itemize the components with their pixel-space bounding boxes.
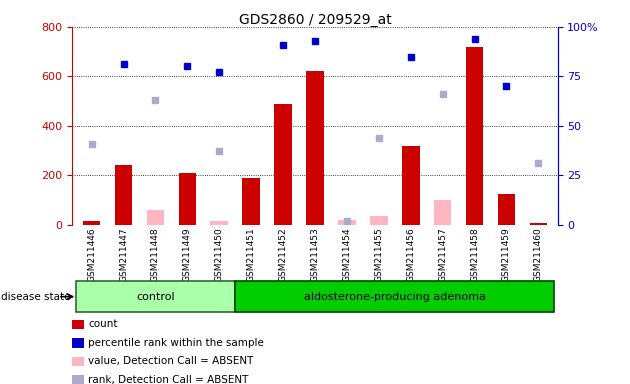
Text: GSM211449: GSM211449 xyxy=(183,227,192,282)
Text: GSM211452: GSM211452 xyxy=(278,227,287,282)
Bar xyxy=(498,194,515,225)
Text: GDS2860 / 209529_at: GDS2860 / 209529_at xyxy=(239,13,391,27)
Text: GSM211460: GSM211460 xyxy=(534,227,543,282)
Text: GSM211458: GSM211458 xyxy=(470,227,479,282)
Text: GSM211451: GSM211451 xyxy=(247,227,256,282)
Text: GSM211459: GSM211459 xyxy=(502,227,511,282)
Bar xyxy=(83,221,100,225)
Bar xyxy=(83,221,100,225)
Bar xyxy=(235,281,554,312)
Bar xyxy=(530,223,547,225)
Text: GSM211447: GSM211447 xyxy=(119,227,128,282)
Text: value, Detection Call = ABSENT: value, Detection Call = ABSENT xyxy=(88,356,253,366)
Text: count: count xyxy=(88,319,118,329)
Text: GSM211457: GSM211457 xyxy=(438,227,447,282)
Text: aldosterone-producing adenoma: aldosterone-producing adenoma xyxy=(304,291,486,302)
Bar xyxy=(530,223,547,225)
Text: control: control xyxy=(136,291,175,302)
Bar xyxy=(274,104,292,225)
Bar xyxy=(434,200,452,225)
Text: GSM211453: GSM211453 xyxy=(311,227,319,282)
Text: GSM211456: GSM211456 xyxy=(406,227,415,282)
Bar xyxy=(115,166,132,225)
Bar xyxy=(210,221,228,225)
Bar xyxy=(466,47,483,225)
Text: GSM211446: GSM211446 xyxy=(87,227,96,282)
Bar xyxy=(402,146,420,225)
Text: disease state: disease state xyxy=(1,291,70,302)
Text: GSM211448: GSM211448 xyxy=(151,227,160,282)
Bar xyxy=(338,220,356,225)
Bar xyxy=(370,216,387,225)
Text: rank, Detection Call = ABSENT: rank, Detection Call = ABSENT xyxy=(88,375,249,384)
Text: GSM211450: GSM211450 xyxy=(215,227,224,282)
Bar xyxy=(76,281,235,312)
Bar xyxy=(243,178,260,225)
Text: GSM211454: GSM211454 xyxy=(343,227,352,282)
Bar xyxy=(147,210,164,225)
Text: percentile rank within the sample: percentile rank within the sample xyxy=(88,338,264,348)
Text: GSM211455: GSM211455 xyxy=(374,227,383,282)
Bar xyxy=(306,71,324,225)
Bar xyxy=(178,173,196,225)
